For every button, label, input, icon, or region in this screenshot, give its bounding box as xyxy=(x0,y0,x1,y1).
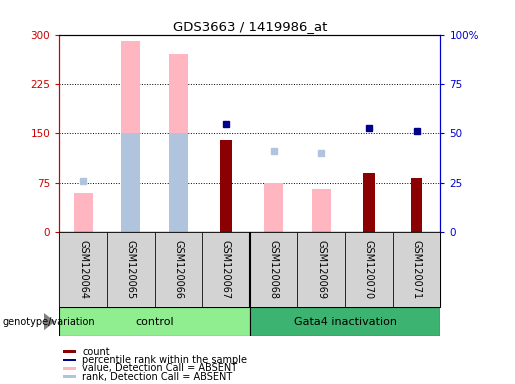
Bar xyxy=(63,367,76,370)
Text: GSM120070: GSM120070 xyxy=(364,240,374,299)
Title: GDS3663 / 1419986_at: GDS3663 / 1419986_at xyxy=(173,20,327,33)
Bar xyxy=(74,193,93,232)
Bar xyxy=(121,41,140,232)
Bar xyxy=(63,351,76,353)
Text: GSM120071: GSM120071 xyxy=(411,240,421,299)
Bar xyxy=(411,178,422,232)
Bar xyxy=(250,232,297,307)
Text: GSM120065: GSM120065 xyxy=(126,240,135,299)
Text: control: control xyxy=(135,316,174,327)
Bar xyxy=(202,232,250,307)
Bar xyxy=(59,307,250,336)
Bar xyxy=(63,359,76,361)
Text: GSM120068: GSM120068 xyxy=(269,240,279,299)
Bar xyxy=(250,307,440,336)
Bar xyxy=(63,375,76,378)
Bar xyxy=(169,134,188,232)
Text: GSM120064: GSM120064 xyxy=(78,240,88,299)
Text: value, Detection Call = ABSENT: value, Detection Call = ABSENT xyxy=(82,363,237,373)
Text: count: count xyxy=(82,347,110,357)
Bar xyxy=(312,189,331,232)
Bar xyxy=(392,232,440,307)
Text: GSM120069: GSM120069 xyxy=(316,240,326,299)
Text: GSM120067: GSM120067 xyxy=(221,240,231,299)
Bar xyxy=(59,232,107,307)
Text: Gata4 inactivation: Gata4 inactivation xyxy=(294,316,397,327)
Bar xyxy=(169,55,188,232)
Bar xyxy=(220,140,232,232)
Text: genotype/variation: genotype/variation xyxy=(3,316,95,327)
Text: GSM120066: GSM120066 xyxy=(174,240,183,299)
Bar xyxy=(121,134,140,232)
Bar xyxy=(363,173,374,232)
Text: rank, Detection Call = ABSENT: rank, Detection Call = ABSENT xyxy=(82,372,232,382)
Bar xyxy=(154,232,202,307)
Bar xyxy=(107,232,154,307)
Polygon shape xyxy=(44,313,55,330)
Bar xyxy=(345,232,392,307)
Text: percentile rank within the sample: percentile rank within the sample xyxy=(82,355,247,365)
Bar xyxy=(264,183,283,232)
Bar xyxy=(297,232,345,307)
